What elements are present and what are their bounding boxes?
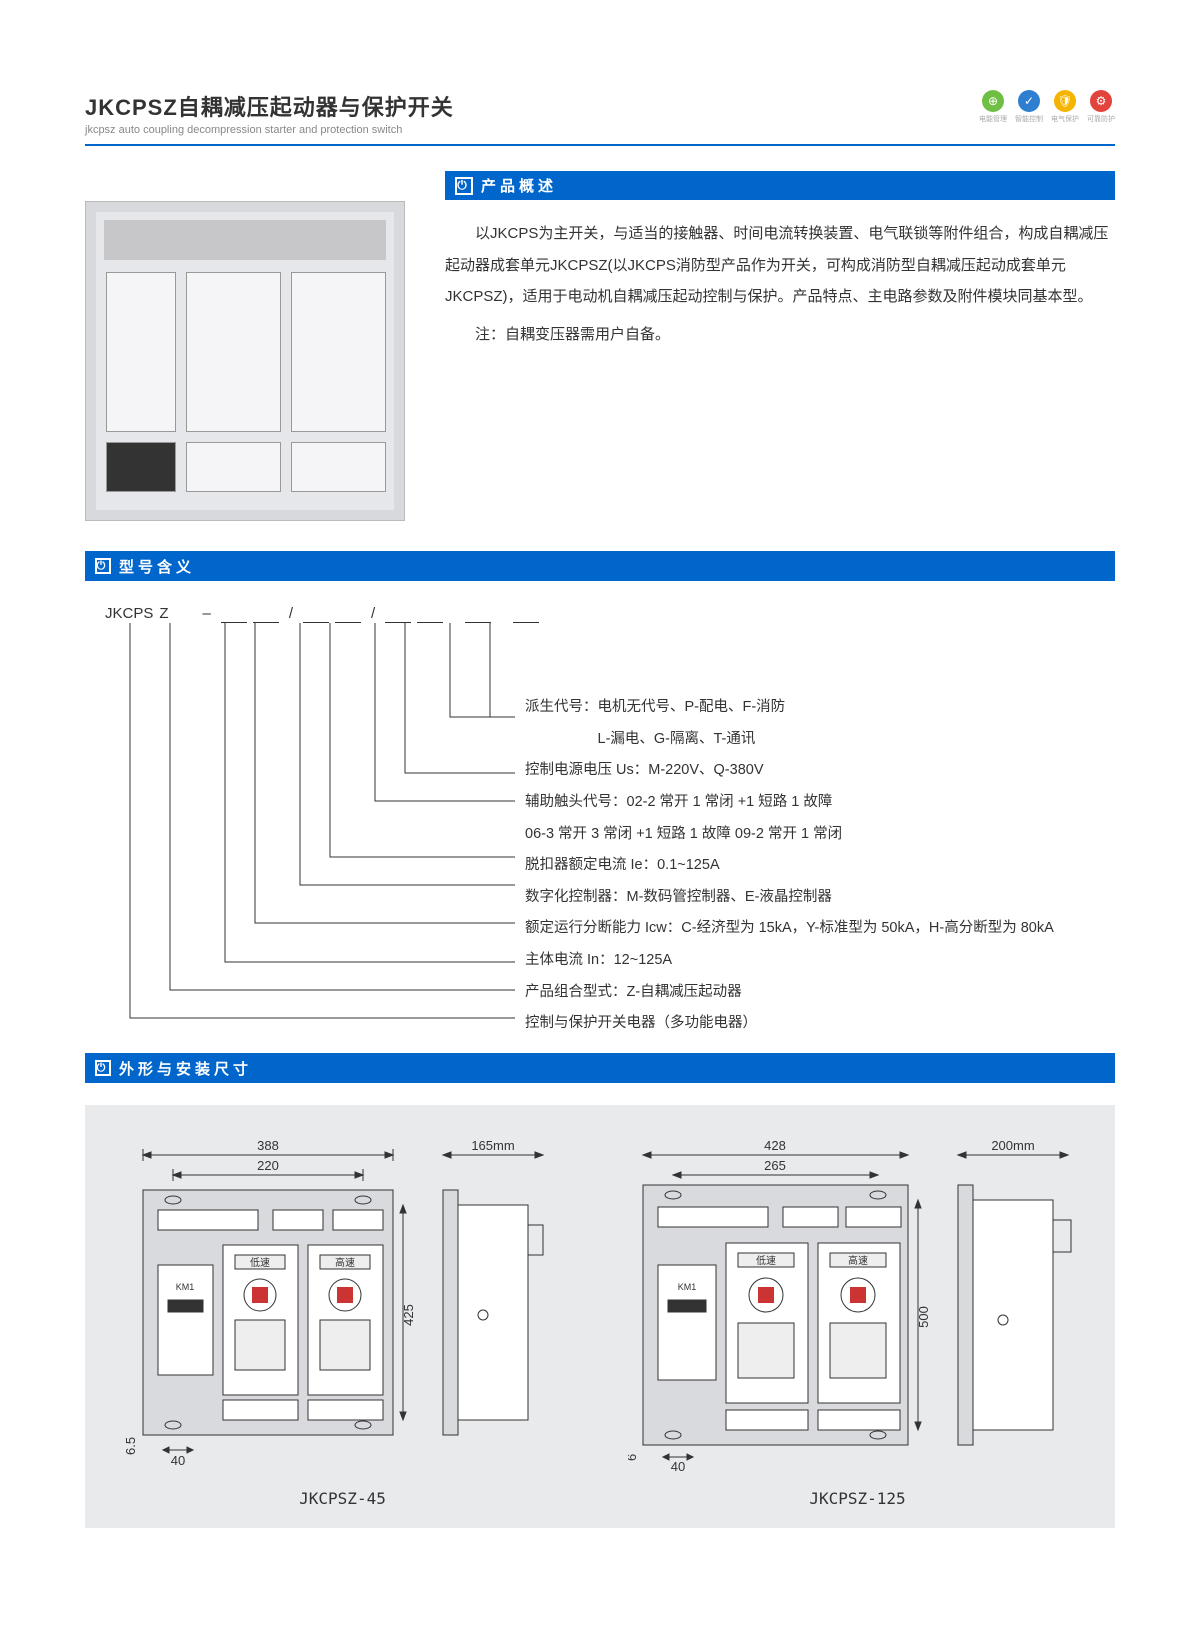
svg-text:428: 428 xyxy=(764,1138,786,1153)
model-z: Z xyxy=(159,605,168,622)
feature-icon-1: ⊕ xyxy=(982,90,1004,112)
svg-text:265: 265 xyxy=(764,1158,786,1173)
overview-note: 注：自耦变压器需用户自备。 xyxy=(445,319,1115,351)
svg-text:低速: 低速 xyxy=(756,1254,776,1267)
svg-text:KM1: KM1 xyxy=(175,1282,194,1292)
model-labels: 派生代号：电机无代号、P-配电、F-消防 L-漏电、G-隔离、T-通讯 控制电源… xyxy=(525,695,1054,1043)
svg-text:高速: 高速 xyxy=(335,1256,355,1269)
svg-text:200mm: 200mm xyxy=(991,1138,1034,1153)
dim-side-svg-1: 165mm xyxy=(423,1135,563,1475)
dim-heading: 外形与安装尺寸 xyxy=(119,1058,252,1079)
model-slash-1: / xyxy=(289,605,293,622)
svg-text:KM1: KM1 xyxy=(677,1282,696,1292)
title-en: jkcpsz auto coupling decompression start… xyxy=(85,124,454,136)
model-prefix: JKCPS xyxy=(105,605,153,622)
overview-heading-text: 产品概述 xyxy=(481,175,557,196)
svg-text:高速: 高速 xyxy=(848,1254,868,1267)
feature-icon-3: 🛡 xyxy=(1054,90,1076,112)
model-line-6: 脱扣器额定电流 Ie：0.1~125A xyxy=(525,853,1054,878)
dim-side-svg-2: 200mm xyxy=(938,1135,1088,1475)
svg-text:165mm: 165mm xyxy=(471,1138,514,1153)
svg-text:40: 40 xyxy=(670,1459,684,1474)
model-line-4: 辅助触头代号：02-2 常开 1 常闭 +1 短路 1 故障 xyxy=(525,790,1054,815)
model-dash: – xyxy=(203,605,211,622)
dim-front-svg-2: 428 265 KM1 低速 xyxy=(628,1135,928,1475)
dim-front-svg-1: 388 220 xyxy=(123,1135,413,1475)
power-icon: ⏻ xyxy=(95,558,111,574)
svg-text:500: 500 xyxy=(916,1306,928,1328)
model-line-7: 数字化控制器：M-数码管控制器、E-液晶控制器 xyxy=(525,885,1054,910)
feature-label-2: 智能控制 xyxy=(1015,114,1043,124)
model-line-11: 控制与保护开关电器（多功能电器） xyxy=(525,1011,1054,1036)
dim-section-bar: ⏻ 外形与安装尺寸 xyxy=(85,1053,1115,1083)
title-cn: JKCPSZ自耦减压起动器与保护开关 xyxy=(85,90,454,122)
feature-label-1: 电能管理 xyxy=(979,114,1007,124)
dimensions-panel: 388 220 xyxy=(85,1105,1115,1528)
feature-label-4: 可靠防护 xyxy=(1087,114,1115,124)
header-icons: ⊕ 电能管理 ✓ 智能控制 🛡 电气保护 ⚙ 可靠防护 xyxy=(979,90,1115,124)
model-section-bar: ⏻ 型号含义 xyxy=(85,551,1115,581)
overview-block: ⏻ 产品概述 以JKCPS为主开关，与适当的接触器、时间电流转换装置、电气联锁等… xyxy=(445,171,1115,521)
svg-text:220: 220 xyxy=(257,1158,279,1173)
model-code-row: JKCPS Z – / / xyxy=(105,603,539,623)
dim-unit-2: 428 265 KM1 低速 xyxy=(620,1135,1095,1508)
svg-text:6.5: 6.5 xyxy=(123,1437,138,1455)
overview-heading: ⏻ 产品概述 xyxy=(445,171,1115,200)
svg-text:388: 388 xyxy=(257,1138,279,1153)
model-line-9: 主体电流 In：12~125A xyxy=(525,948,1054,973)
model-line-3: 控制电源电压 Us：M-220V、Q-380V xyxy=(525,758,1054,783)
model-line-8: 额定运行分断能力 Icw：C-经济型为 15kA，Y-标准型为 50kA，H-高… xyxy=(525,916,1054,941)
model-line-1: 派生代号：电机无代号、P-配电、F-消防 xyxy=(525,695,1054,720)
model-line-10: 产品组合型式：Z-自耦减压起动器 xyxy=(525,980,1054,1005)
feature-icon-2: ✓ xyxy=(1018,90,1040,112)
svg-text:40: 40 xyxy=(170,1453,184,1468)
model-bracket-svg xyxy=(85,623,525,1033)
page-header: JKCPSZ自耦减压起动器与保护开关 jkcpsz auto coupling … xyxy=(85,90,1115,146)
svg-text:低速: 低速 xyxy=(250,1256,270,1269)
title-block: JKCPSZ自耦减压起动器与保护开关 jkcpsz auto coupling … xyxy=(85,90,454,136)
model-heading: 型号含义 xyxy=(119,556,195,577)
model-diagram: JKCPS Z – / / xyxy=(85,603,1115,1033)
model-line-2: L-漏电、G-隔离、T-通讯 xyxy=(525,727,1054,752)
product-photo xyxy=(85,201,405,521)
svg-text:425: 425 xyxy=(401,1304,413,1326)
overview-body: 以JKCPS为主开关，与适当的接触器、时间电流转换装置、电气联锁等附件组合，构成… xyxy=(445,218,1115,313)
svg-text:6: 6 xyxy=(628,1454,639,1461)
feature-label-3: 电气保护 xyxy=(1051,114,1079,124)
model-slash-2: / xyxy=(371,605,375,622)
dim-caption-2: JKCPSZ-125 xyxy=(620,1489,1095,1508)
power-icon: ⏻ xyxy=(455,177,473,195)
power-icon: ⏻ xyxy=(95,1060,111,1076)
model-line-5: 06-3 常开 3 常闭 +1 短路 1 故障 09-2 常开 1 常闭 xyxy=(525,822,1054,847)
dim-caption-1: JKCPSZ-45 xyxy=(105,1489,580,1508)
dim-unit-1: 388 220 xyxy=(105,1135,580,1508)
feature-icon-4: ⚙ xyxy=(1090,90,1112,112)
